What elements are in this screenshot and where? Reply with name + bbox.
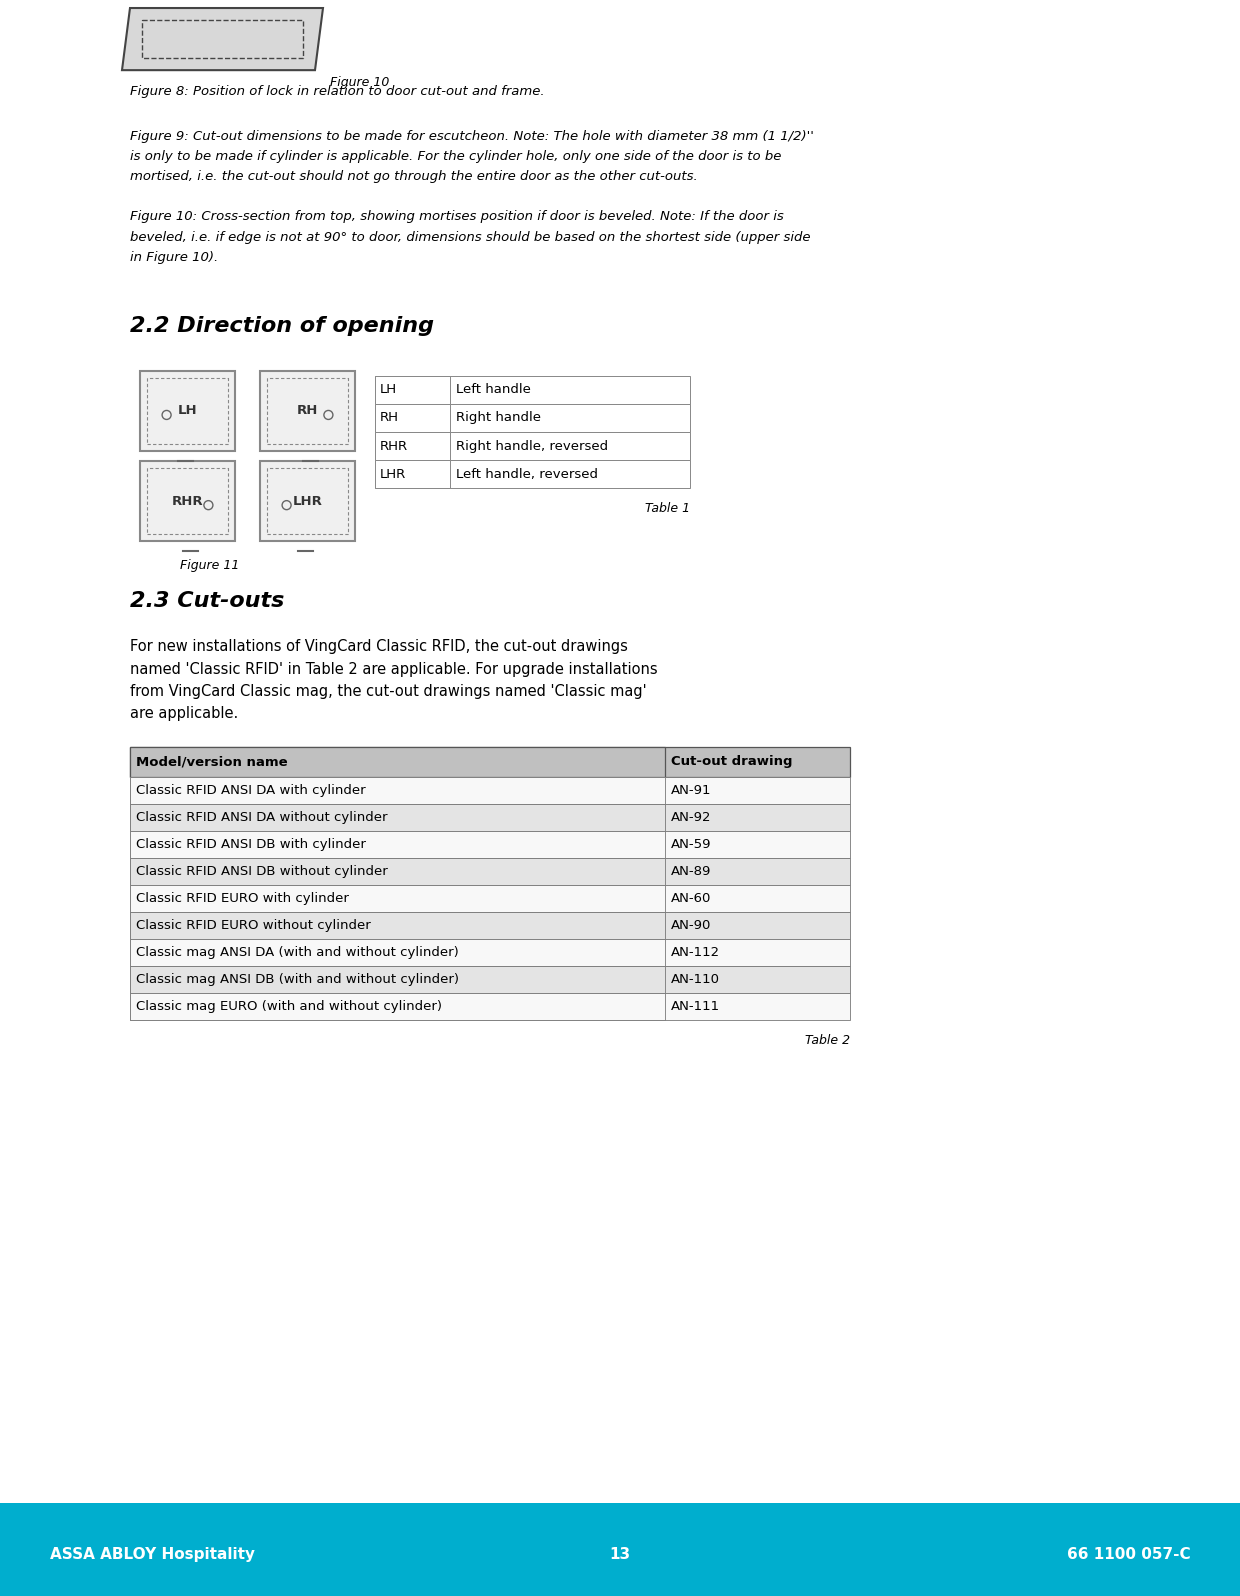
Bar (374, 460, 450, 488)
Text: RHR: RHR (379, 439, 408, 453)
Text: Table 2: Table 2 (805, 1034, 849, 1047)
Text: AN-91: AN-91 (671, 784, 712, 796)
Text: Model/version name: Model/version name (136, 755, 288, 768)
Bar (130, 777, 849, 804)
Bar (374, 433, 689, 460)
Text: Classic RFID ANSI DB without cylinder: Classic RFID ANSI DB without cylinder (136, 865, 388, 878)
Bar (130, 938, 665, 966)
Polygon shape (122, 8, 322, 70)
Bar (130, 938, 849, 966)
Text: Left handle: Left handle (456, 383, 531, 396)
Text: RHR: RHR (171, 495, 203, 508)
Bar (130, 859, 849, 886)
Text: Table 1: Table 1 (645, 501, 689, 514)
Text: AN-110: AN-110 (671, 974, 720, 986)
Text: 2.2 Direction of opening: 2.2 Direction of opening (130, 316, 434, 335)
Bar (130, 966, 849, 993)
Text: Figure 10: Cross-section from top, showing mortises position if door is beveled.: Figure 10: Cross-section from top, showi… (130, 211, 784, 223)
Bar (130, 993, 665, 1020)
Bar (130, 804, 665, 832)
Bar (130, 966, 665, 993)
Text: mortised, i.e. the cut-out should not go through the entire door as the other cu: mortised, i.e. the cut-out should not go… (130, 171, 698, 184)
Text: Figure 11: Figure 11 (180, 559, 239, 573)
Bar (148, 378, 228, 444)
Text: ASSA ABLOY Hospitality: ASSA ABLOY Hospitality (50, 1547, 254, 1562)
Text: AN-90: AN-90 (671, 919, 712, 932)
Text: RH: RH (296, 404, 319, 418)
Bar (130, 859, 665, 886)
Text: Classic mag EURO (with and without cylinder): Classic mag EURO (with and without cylin… (136, 1001, 441, 1013)
Bar (130, 993, 849, 1020)
Text: Classic RFID ANSI DA without cylinder: Classic RFID ANSI DA without cylinder (136, 811, 387, 824)
Bar (267, 378, 348, 444)
Text: Figure 10: Figure 10 (330, 77, 389, 89)
Bar (267, 468, 348, 535)
Text: 66 1100 057-C: 66 1100 057-C (1066, 1547, 1190, 1562)
Bar (140, 370, 236, 452)
Bar (260, 370, 355, 452)
Bar (374, 377, 450, 404)
Text: AN-92: AN-92 (671, 811, 712, 824)
Text: Classic RFID ANSI DA with cylinder: Classic RFID ANSI DA with cylinder (136, 784, 366, 796)
Text: Classic RFID EURO without cylinder: Classic RFID EURO without cylinder (136, 919, 371, 932)
Bar (374, 404, 450, 433)
Bar (148, 468, 228, 535)
Text: are applicable.: are applicable. (130, 705, 238, 721)
Bar (374, 460, 689, 488)
Text: Figure 8: Position of lock in relation to door cut-out and frame.: Figure 8: Position of lock in relation t… (130, 85, 544, 99)
Text: LHR: LHR (379, 468, 407, 480)
Text: from VingCard Classic mag, the cut-out drawings named 'Classic mag': from VingCard Classic mag, the cut-out d… (130, 683, 646, 699)
Text: Classic mag ANSI DB (with and without cylinder): Classic mag ANSI DB (with and without cy… (136, 974, 459, 986)
Text: For new installations of VingCard Classic RFID, the cut-out drawings: For new installations of VingCard Classi… (130, 640, 627, 654)
Text: 2.3 Cut-outs: 2.3 Cut-outs (130, 592, 284, 611)
Bar (130, 911, 849, 938)
Bar (130, 747, 665, 777)
Text: AN-89: AN-89 (671, 865, 712, 878)
Bar (374, 404, 689, 433)
Text: named 'Classic RFID' in Table 2 are applicable. For upgrade installations: named 'Classic RFID' in Table 2 are appl… (130, 661, 657, 677)
Text: Right handle, reversed: Right handle, reversed (456, 439, 608, 453)
Text: beveled, i.e. if edge is not at 90° to door, dimensions should be based on the s: beveled, i.e. if edge is not at 90° to d… (130, 230, 811, 244)
Bar (130, 804, 849, 832)
Bar (130, 886, 849, 911)
Text: AN-111: AN-111 (671, 1001, 720, 1013)
Text: AN-60: AN-60 (671, 892, 712, 905)
Bar (130, 747, 849, 777)
Bar (140, 461, 236, 541)
Text: LHR: LHR (293, 495, 322, 508)
Bar (130, 886, 665, 911)
Bar (130, 911, 665, 938)
Bar (374, 433, 450, 460)
Bar (130, 832, 665, 859)
Text: LH: LH (379, 383, 397, 396)
Text: Cut-out drawing: Cut-out drawing (671, 755, 792, 768)
Bar (374, 377, 689, 404)
Text: Left handle, reversed: Left handle, reversed (456, 468, 598, 480)
Text: AN-112: AN-112 (671, 946, 720, 959)
Text: RH: RH (379, 412, 399, 425)
Text: in Figure 10).: in Figure 10). (130, 251, 218, 263)
Text: LH: LH (177, 404, 197, 418)
Bar (130, 777, 665, 804)
Text: AN-59: AN-59 (671, 838, 712, 851)
Text: Figure 9: Cut-out dimensions to be made for escutcheon. Note: The hole with diam: Figure 9: Cut-out dimensions to be made … (130, 131, 813, 144)
Text: is only to be made if cylinder is applicable. For the cylinder hole, only one si: is only to be made if cylinder is applic… (130, 150, 781, 163)
Text: Classic mag ANSI DA (with and without cylinder): Classic mag ANSI DA (with and without cy… (136, 946, 459, 959)
Text: Classic RFID ANSI DB with cylinder: Classic RFID ANSI DB with cylinder (136, 838, 366, 851)
Text: Right handle: Right handle (456, 412, 541, 425)
Bar (130, 832, 849, 859)
Bar (260, 461, 355, 541)
Text: 13: 13 (609, 1547, 631, 1562)
Text: Classic RFID EURO with cylinder: Classic RFID EURO with cylinder (136, 892, 348, 905)
